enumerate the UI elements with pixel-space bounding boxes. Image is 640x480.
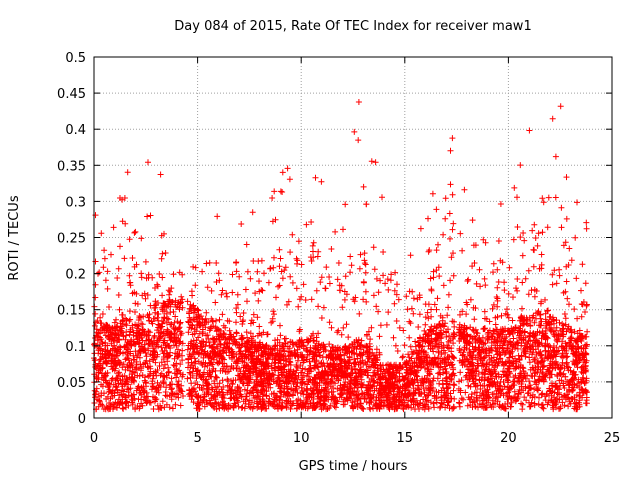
y-tick-label: 0.45 xyxy=(57,87,86,102)
y-tick-label: 0.05 xyxy=(57,376,86,391)
y-tick-label: 0.15 xyxy=(57,304,86,319)
y-tick-label: 0.3 xyxy=(65,195,86,210)
y-tick-label: 0.25 xyxy=(57,232,86,247)
x-tick-label: 10 xyxy=(293,431,310,446)
y-tick-label: 0 xyxy=(78,412,86,427)
y-axis-label: ROTI / TECUs xyxy=(7,195,22,280)
y-tick-label: 0.1 xyxy=(65,340,86,355)
x-tick-label: 15 xyxy=(397,431,414,446)
data-points xyxy=(91,99,591,413)
y-tick-label: 0.4 xyxy=(65,123,86,138)
y-tick-label: 0.35 xyxy=(57,159,86,174)
x-tick-label: 5 xyxy=(193,431,201,446)
chart-title: Day 084 of 2015, Rate Of TEC Index for r… xyxy=(174,19,531,34)
x-axis-label: GPS time / hours xyxy=(299,459,408,474)
axis-ticks: 0 0.05 0.1 0.15 0.2 0.25 0.3 0.35 0.4 0.45 0.5 0 5 10… xyxy=(57,51,620,446)
x-tick-label: 20 xyxy=(500,431,517,446)
y-tick-label: 0.5 xyxy=(65,51,86,66)
y-tick-label: 0.2 xyxy=(65,268,86,283)
x-tick-label: 25 xyxy=(604,431,621,446)
roti-plus-markers xyxy=(91,99,591,413)
x-tick-label: 0 xyxy=(90,431,98,446)
